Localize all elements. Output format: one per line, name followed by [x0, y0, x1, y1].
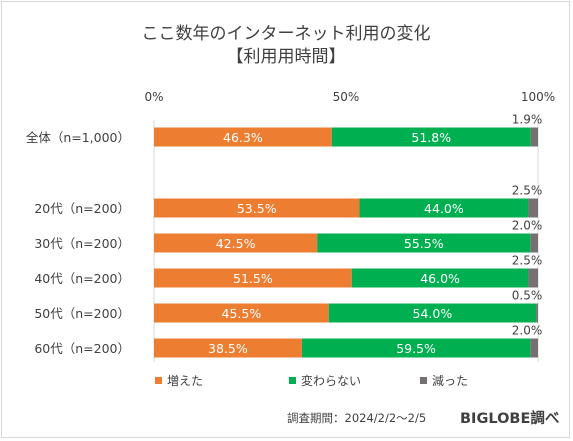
chart-title: ここ数年のインターネット利用の変化 [142, 24, 431, 44]
data-label: 54.0% [413, 306, 453, 321]
legend-label: 増えた [167, 374, 203, 388]
survey-period-caption: 調査期間：2024/2/2～2/5 [287, 411, 426, 425]
data-label: 2.0% [512, 219, 543, 233]
bar-segment [154, 127, 332, 147]
legend-swatch [420, 377, 427, 384]
legend: 増えた 変わらない 減った [155, 373, 468, 388]
category-label: 60代（n=200） [34, 341, 130, 356]
data-label: 2.0% [512, 324, 543, 338]
bar-segment [317, 233, 531, 253]
data-label: 55.5% [404, 236, 444, 251]
chart-subtitle: 【利用用時間】 [227, 47, 346, 67]
data-label: 2.5% [512, 184, 543, 198]
bar-segment [359, 198, 529, 218]
brand-label: BIGLOBE調べ [460, 409, 560, 427]
x-tick-label: 100% [521, 90, 555, 104]
bar-segment [154, 268, 352, 288]
bar-segment [331, 127, 531, 147]
x-tick-labels: 0% 50% 100% [144, 90, 555, 104]
category-label: 全体（n=1,000） [26, 130, 130, 145]
data-label: 51.5% [233, 271, 273, 286]
category-label: 40代（n=200） [34, 271, 130, 286]
data-label: 44.0% [424, 201, 464, 216]
data-label: 46.0% [420, 271, 460, 286]
data-label: 51.8% [411, 130, 451, 145]
x-tick-label: 0% [144, 90, 163, 104]
legend-swatch [155, 377, 162, 384]
bar-segment [351, 268, 529, 288]
bar-segment [536, 303, 538, 323]
data-label: 2.5% [512, 254, 543, 268]
bar-segment [530, 338, 538, 358]
bar-segment [154, 303, 329, 323]
bars [154, 127, 538, 358]
data-label: 0.5% [512, 289, 543, 303]
data-label: 42.5% [216, 236, 256, 251]
data-label: 59.5% [396, 341, 436, 356]
bar-segment [154, 338, 302, 358]
category-label: 20代（n=200） [34, 201, 130, 216]
data-label: 1.9% [512, 113, 543, 127]
data-label: 45.5% [222, 306, 262, 321]
category-label: 30代（n=200） [34, 236, 130, 251]
bar-segment [528, 268, 538, 288]
legend-swatch [289, 377, 296, 384]
bar-segment [530, 127, 538, 147]
bar-segment [328, 303, 537, 323]
bar-segment [530, 233, 538, 253]
legend-label: 減った [432, 373, 468, 388]
category-label: 50代（n=200） [34, 306, 130, 321]
data-label: 53.5% [237, 201, 277, 216]
legend-label: 変わらない [301, 373, 361, 388]
bar-segment [301, 338, 531, 358]
data-label: 46.3% [223, 130, 263, 145]
x-tick-label: 50% [333, 90, 360, 104]
bar-segment [528, 198, 538, 218]
bar-segment [154, 198, 360, 218]
data-labels: 46.3% 51.8% 1.9% 53.5% 44.0% 2.5% 42.5% 55.5% 2.… [208, 113, 542, 357]
category-labels: 全体（n=1,000） 20代（n=200） 30代（n=200） 40代（n=200… [26, 130, 130, 356]
bar-segment [154, 233, 318, 253]
data-label: 38.5% [208, 341, 248, 356]
